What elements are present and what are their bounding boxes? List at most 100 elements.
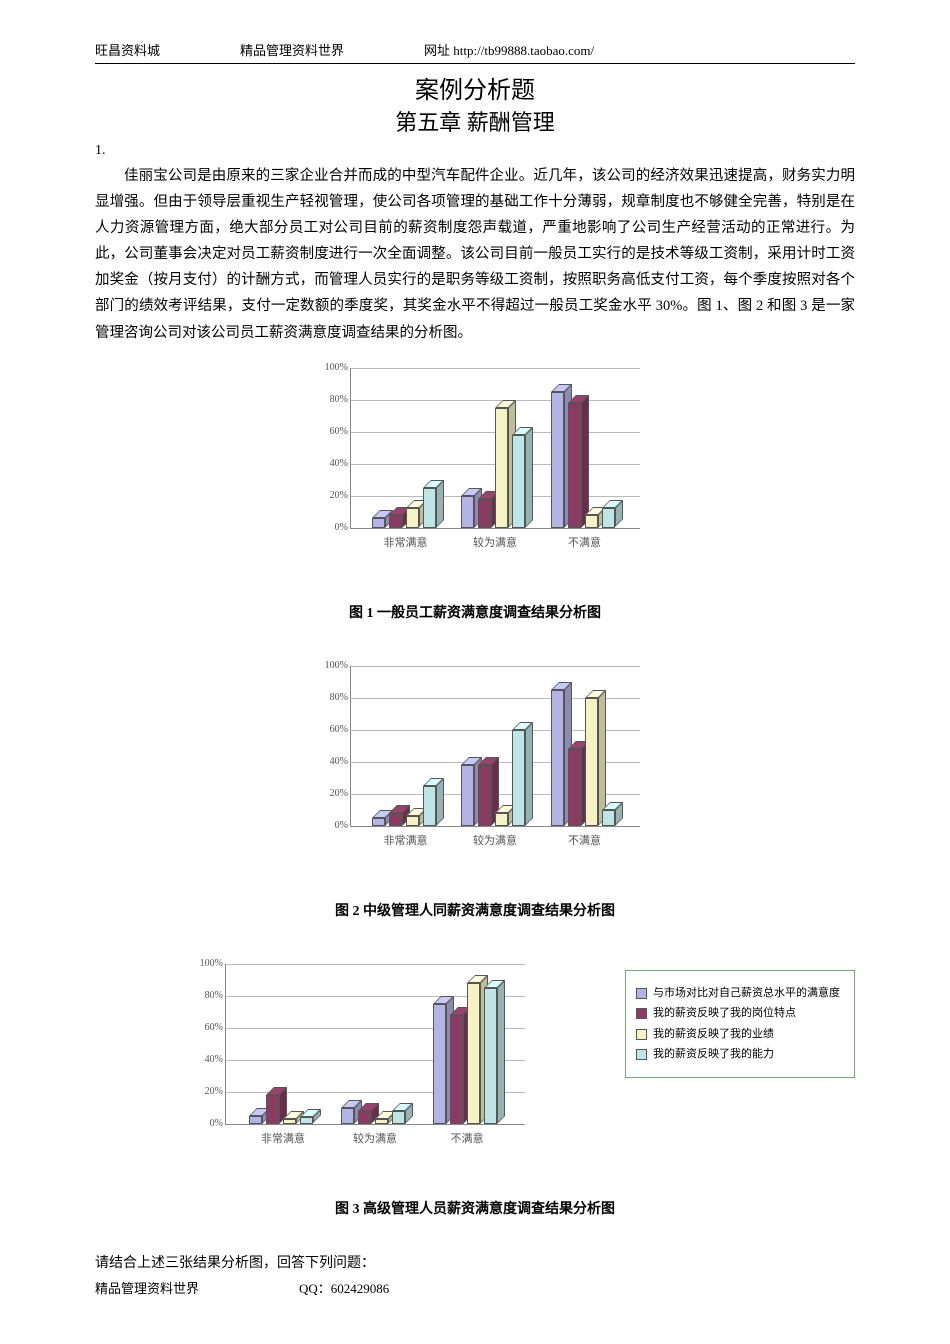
y-tick: 20% [312,490,348,501]
bar [372,818,385,826]
legend-item: 我的薪资反映了我的能力 [636,1046,844,1063]
bar [602,508,615,527]
y-tick: 80% [187,990,223,1001]
legend-label: 我的薪资反映了我的业绩 [653,1026,774,1043]
y-tick: 20% [312,788,348,799]
doc-title-1: 案例分析题 [95,70,855,105]
bar [602,810,615,826]
bar [585,515,598,528]
y-tick: 60% [312,724,348,735]
legend-swatch [636,988,647,999]
bar [495,408,508,528]
chart-1: 0% 20% 40% 60% 80% 100% 非常满意 较为满意 不满意 [300,358,650,568]
y-tick: 60% [312,426,348,437]
bar [478,499,491,528]
header-rule: 旺昌资料城 精品管理资料世界 网址 http://tb99888.taobao.… [95,40,855,64]
page-footer: 精品管理资料世界 QQ：602429086 [95,1278,855,1297]
bar-cluster [433,983,501,1124]
bar [467,983,480,1124]
y-tick: 0% [187,1118,223,1129]
header-mid: 精品管理资料世界 [240,40,344,59]
bar [568,749,581,826]
bar [512,435,525,528]
bar [551,392,564,528]
y-tick: 80% [312,394,348,405]
bar [478,765,491,826]
bar [495,813,508,826]
header-right: 网址 http://tb99888.taobao.com/ [424,40,594,59]
legend-item: 我的薪资反映了我的业绩 [636,1026,844,1043]
chart-3-caption: 图 3 高级管理人员薪资满意度调查结果分析图 [95,1198,855,1218]
legend-item: 与市场对比对自己薪资总水平的满意度 [636,985,844,1002]
legend-swatch [636,1049,647,1060]
x-label: 不满意 [433,1130,501,1146]
bar [372,518,385,528]
document-page: 旺昌资料城 精品管理资料世界 网址 http://tb99888.taobao.… [0,0,950,1317]
bar [423,786,436,826]
closing-text: 请结合上述三张结果分析图，回答下列问题： [95,1252,855,1272]
y-tick: 40% [312,458,348,469]
chart-3: 0%20%40%60%80%100%非常满意较为满意不满意 [175,954,535,1164]
chart-3-row: 0%20%40%60%80%100%非常满意较为满意不满意 与市场对比对自己薪资… [95,954,855,1164]
legend-swatch [636,1008,647,1019]
body-paragraph: 佳丽宝公司是由原来的三家企业合并而成的中型汽车配件企业。近几年，该公司的经济效果… [95,163,855,346]
x-label: 不满意 [551,832,619,848]
bar [375,1119,388,1124]
bar [300,1117,313,1123]
x-label: 非常满意 [372,832,440,848]
bar [249,1116,262,1124]
x-label: 较为满意 [461,534,529,550]
bar [341,1108,354,1124]
bar [551,690,564,826]
y-tick: 80% [312,692,348,703]
x-label: 非常满意 [249,1130,317,1146]
bar [512,730,525,826]
legend-label: 与市场对比对自己薪资总水平的满意度 [653,985,840,1002]
bar [484,988,497,1124]
bar [389,813,402,826]
bar [433,1004,446,1124]
y-tick: 0% [312,820,348,831]
bar [283,1119,296,1124]
x-label: 不满意 [551,534,619,550]
y-tick: 60% [187,1022,223,1033]
bar-cluster [461,408,529,528]
y-tick: 100% [312,660,348,671]
legend-item: 我的薪资反映了我的岗位特点 [636,1005,844,1022]
bar-cluster [372,488,440,528]
bar [358,1111,371,1124]
bar [461,496,474,528]
doc-title-2: 第五章 薪酬管理 [95,105,855,137]
chart-2-caption: 图 2 中级管理人同薪资满意度调查结果分析图 [95,900,855,920]
x-label: 较为满意 [341,1130,409,1146]
y-tick: 0% [312,522,348,533]
bar-cluster [551,392,619,528]
bar [392,1111,405,1124]
footer-right: QQ：602429086 [299,1278,389,1297]
bar [406,816,419,826]
y-tick: 100% [312,362,348,373]
bar [585,698,598,826]
legend-swatch [636,1029,647,1040]
bar [461,765,474,826]
y-tick: 20% [187,1086,223,1097]
x-label: 非常满意 [372,534,440,550]
bar [423,488,436,528]
bar [450,1015,463,1124]
footer-left: 精品管理资料世界 [95,1278,199,1297]
bar [568,403,581,528]
header-left: 旺昌资料城 [95,40,160,59]
bar [406,508,419,527]
bar-cluster [551,690,619,826]
legend-box: 与市场对比对自己薪资总水平的满意度我的薪资反映了我的岗位特点我的薪资反映了我的业… [625,970,855,1078]
bar-cluster [461,730,529,826]
bar-cluster [249,1095,317,1124]
chart-2: 0%20%40%60%80%100%非常满意较为满意不满意 [300,656,650,866]
legend-label: 我的薪资反映了我的能力 [653,1046,774,1063]
y-tick: 40% [187,1054,223,1065]
bar [389,515,402,528]
bar [266,1095,279,1124]
section-number: 1. [95,143,855,159]
chart-1-caption: 图 1 一般员工薪资满意度调查结果分析图 [95,602,855,622]
x-label: 较为满意 [461,832,529,848]
